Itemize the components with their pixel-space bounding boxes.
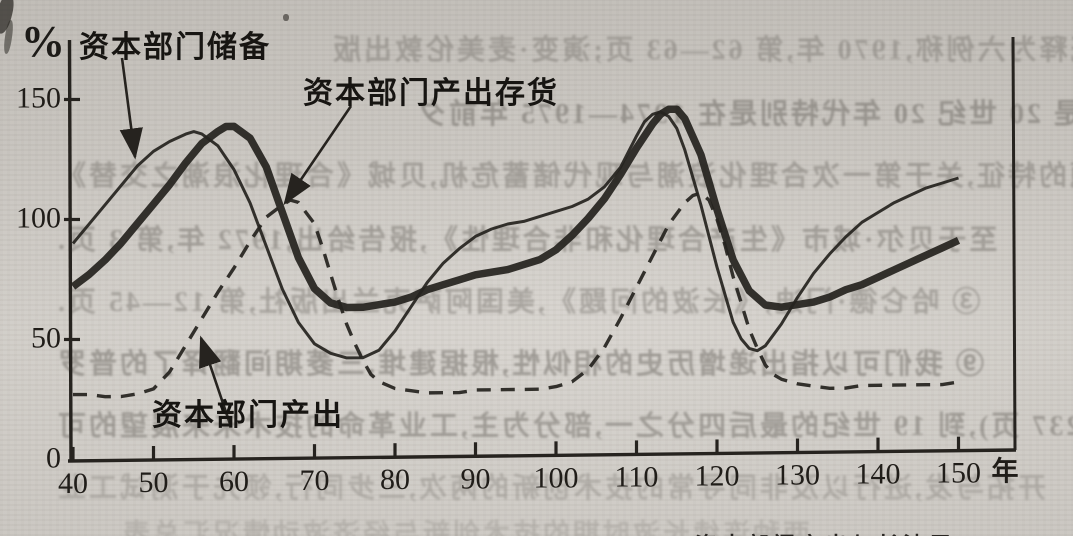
data-curves bbox=[70, 105, 961, 399]
curve-inventory bbox=[70, 105, 961, 312]
series-label-inventory: 资本部门产出存货 bbox=[303, 77, 559, 110]
x-tick-label: 60 bbox=[219, 465, 249, 498]
chart-axes bbox=[67, 36, 1017, 463]
chart-right-border bbox=[1011, 36, 1017, 451]
y-tick-label: 100 bbox=[16, 201, 61, 234]
y-tick-label: 0 bbox=[46, 441, 61, 474]
x-tick-label: 50 bbox=[139, 466, 169, 499]
x-tick-label: 120 bbox=[695, 459, 740, 492]
curve-output bbox=[72, 191, 959, 399]
x-tick-label: 80 bbox=[380, 463, 410, 496]
x-tick-label: 100 bbox=[534, 461, 579, 494]
series-label-reserves: 资本部门储备 bbox=[79, 31, 271, 64]
y-axis-line bbox=[67, 39, 73, 462]
curve-reserves bbox=[71, 110, 959, 360]
x-tick-label: 130 bbox=[775, 459, 820, 492]
x-tick-label: 70 bbox=[300, 464, 330, 497]
x-tick-label: 150 bbox=[936, 457, 981, 490]
x-tick-label: 110 bbox=[615, 460, 659, 493]
y-axis-labels: 150 100 50 0 bbox=[16, 81, 61, 474]
y-tick-label: 50 bbox=[31, 321, 61, 354]
y-axis-unit-label: % bbox=[21, 17, 65, 66]
scan-artifact bbox=[283, 14, 289, 21]
x-axis-labels: 40 50 60 70 80 90 100 110 120 130 140 150 年 bbox=[58, 455, 1019, 500]
series-label-output: 资本部门产出 bbox=[152, 399, 344, 432]
annotation-arrows bbox=[119, 57, 353, 428]
x-axis-line bbox=[67, 448, 1017, 463]
x-axis-ticks bbox=[71, 436, 961, 460]
x-tick-label: 90 bbox=[461, 462, 491, 495]
output-annotation-arrow bbox=[199, 335, 233, 428]
y-tick-label: 150 bbox=[16, 81, 61, 114]
cutoff-caption-fragment: 资本部门产出与长波周期模拟图 bbox=[695, 528, 955, 536]
reserves-annotation-arrow bbox=[119, 57, 143, 160]
y-axis-ticks bbox=[64, 97, 80, 342]
x-axis-unit-label: 年 bbox=[992, 455, 1019, 486]
inventory-annotation-arrow bbox=[283, 105, 353, 206]
x-tick-label: 40 bbox=[58, 467, 88, 500]
x-tick-label: 140 bbox=[856, 458, 901, 491]
